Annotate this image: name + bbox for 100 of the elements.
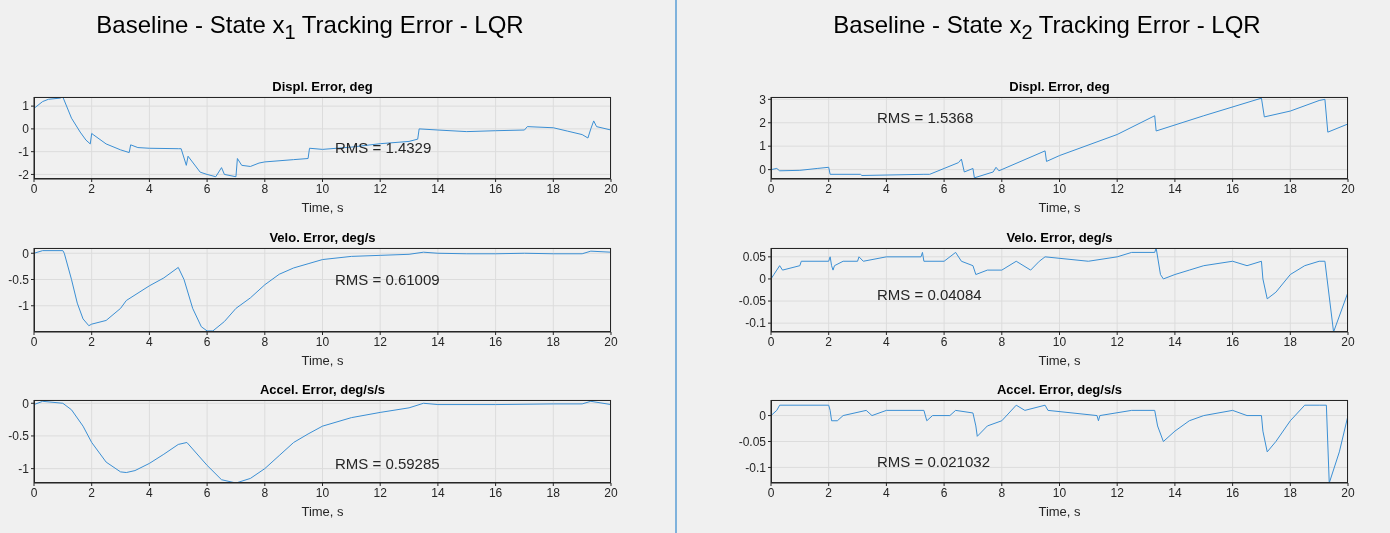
y-tick-label: 0 <box>759 162 767 177</box>
x-tick-label: 18 <box>546 485 561 500</box>
y-tick-label: 0.05 <box>742 250 767 265</box>
x-tick-label: 20 <box>604 181 618 196</box>
annotation: RMS = 1.5368 <box>877 109 974 126</box>
y-tick-label: -0.5 <box>8 429 30 444</box>
x-tick-label: 10 <box>315 334 330 349</box>
chart-title: Velo. Error, deg/s <box>1005 230 1114 245</box>
y-tick-label: -0.5 <box>8 272 30 287</box>
annotation: RMS = 0.04084 <box>877 286 982 303</box>
x-tick-label: 4 <box>146 485 154 500</box>
chart-title: Baseline - State x$_{2}$ Tracking Error - LQR <box>832 11 1262 44</box>
y-tick-label: 0 <box>22 396 30 411</box>
x-tick-label: 2 <box>825 181 833 196</box>
y-tick-label: -1 <box>18 299 30 314</box>
x-tick-label: 20 <box>604 334 618 349</box>
x-tick-label: 14 <box>431 181 445 196</box>
x-tick-label: 6 <box>203 181 211 196</box>
x-tick-label: 10 <box>1052 485 1067 500</box>
x-axis-title: Time, s <box>300 353 345 368</box>
x-tick-label: 18 <box>546 334 561 349</box>
chart-title: Accel. Error, deg/s/s <box>259 382 386 397</box>
x-tick-label: 8 <box>261 485 269 500</box>
x-tick-label: 2 <box>88 181 96 196</box>
x-axis-title: Time, s <box>1037 353 1082 368</box>
y-tick-label: 1 <box>759 139 767 154</box>
x-tick-label: 2 <box>825 485 833 500</box>
x-tick-label: 4 <box>146 334 154 349</box>
x-tick-label: 2 <box>88 485 96 500</box>
x-tick-label: 14 <box>431 485 445 500</box>
x-tick-label: 18 <box>546 181 561 196</box>
x-tick-label: 20 <box>604 485 618 500</box>
x-tick-label: 6 <box>940 485 948 500</box>
x-tick-label: 4 <box>883 334 891 349</box>
y-tick-label: -0.1 <box>745 316 767 331</box>
x-tick-label: 4 <box>883 485 891 500</box>
x-tick-label: 14 <box>1168 334 1182 349</box>
y-tick-label: -0.05 <box>738 294 767 309</box>
x-tick-label: 6 <box>203 334 211 349</box>
x-tick-label: 2 <box>825 334 833 349</box>
x-tick-label: 20 <box>1341 334 1355 349</box>
chart-subtitle: Displ. Error, deg <box>1008 79 1111 94</box>
x-axis-title: Time, s <box>1037 504 1082 519</box>
x-tick-label: 4 <box>146 181 154 196</box>
x-tick-label: 16 <box>488 181 503 196</box>
x-tick-label: 10 <box>315 181 330 196</box>
x-tick-label: 20 <box>1341 485 1355 500</box>
x-tick-label: 6 <box>940 334 948 349</box>
annotation: RMS = 0.59285 <box>335 455 440 472</box>
x-tick-label: 16 <box>1225 334 1240 349</box>
x-tick-label: 10 <box>1052 181 1067 196</box>
annotation: RMS = 0.021032 <box>877 453 990 470</box>
y-tick-label: -1 <box>18 461 30 476</box>
x-tick-label: 4 <box>883 181 891 196</box>
x-tick-label: 10 <box>1052 334 1067 349</box>
x-tick-label: 6 <box>940 181 948 196</box>
x-tick-label: 12 <box>373 334 388 349</box>
x-tick-label: 8 <box>261 181 269 196</box>
x-tick-label: 12 <box>1110 181 1125 196</box>
x-tick-label: 16 <box>488 485 503 500</box>
x-tick-label: 14 <box>1168 181 1182 196</box>
x-tick-label: 18 <box>1283 181 1298 196</box>
annotation: RMS = 0.61009 <box>335 271 440 288</box>
x-tick-label: 8 <box>998 181 1006 196</box>
y-tick-label: 0 <box>22 246 30 261</box>
x-axis-title: Time, s <box>1037 200 1082 215</box>
x-tick-label: 18 <box>1283 485 1298 500</box>
x-tick-label: 12 <box>373 181 388 196</box>
x-tick-label: 12 <box>1110 334 1125 349</box>
chart-title: Velo. Error, deg/s <box>268 230 377 245</box>
y-tick-label: -0.1 <box>745 460 767 475</box>
x-tick-label: 14 <box>431 334 445 349</box>
y-tick-label: 2 <box>759 116 767 131</box>
x-tick-label: 14 <box>1168 485 1182 500</box>
y-tick-label: 0 <box>759 272 767 287</box>
y-tick-label: -0.05 <box>738 434 767 449</box>
x-tick-label: 16 <box>1225 181 1240 196</box>
chart-title: Baseline - State x$_{1}$ Tracking Error - LQR <box>95 11 525 44</box>
y-tick-label: -2 <box>18 167 30 182</box>
x-tick-label: 8 <box>998 334 1006 349</box>
x-axis-title: Time, s <box>300 504 345 519</box>
y-tick-label: -1 <box>18 144 30 159</box>
y-tick-label: 0 <box>759 408 767 423</box>
x-tick-label: 8 <box>998 485 1006 500</box>
x-tick-label: 10 <box>315 485 330 500</box>
x-tick-label: 6 <box>203 485 211 500</box>
x-tick-label: 2 <box>88 334 96 349</box>
x-tick-label: 18 <box>1283 334 1298 349</box>
x-tick-label: 16 <box>1225 485 1240 500</box>
x-tick-label: 16 <box>488 334 503 349</box>
chart-subtitle: Displ. Error, deg <box>271 79 374 94</box>
x-axis-title: Time, s <box>300 200 345 215</box>
x-tick-label: 12 <box>373 485 388 500</box>
y-tick-label: 1 <box>22 99 30 114</box>
x-tick-label: 20 <box>1341 181 1355 196</box>
y-tick-label: 3 <box>759 92 767 107</box>
x-tick-label: 12 <box>1110 485 1125 500</box>
chart-title: Accel. Error, deg/s/s <box>996 382 1123 397</box>
y-tick-label: 0 <box>22 122 30 137</box>
x-tick-label: 8 <box>261 334 269 349</box>
